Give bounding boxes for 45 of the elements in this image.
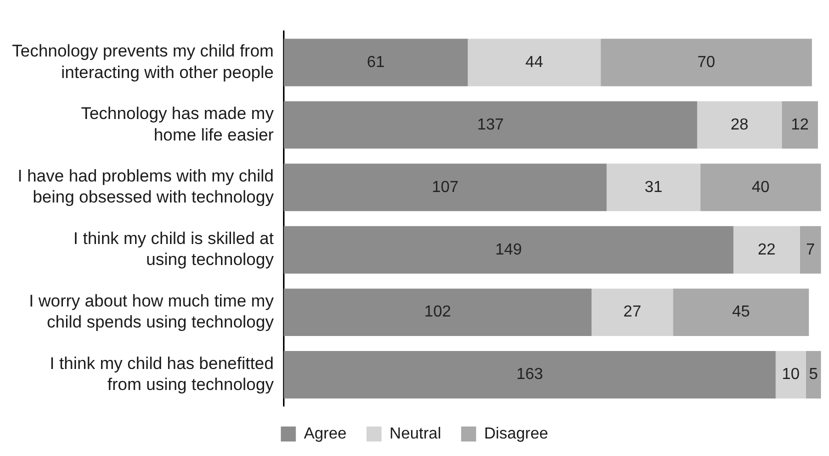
data-label: 40 — [752, 178, 770, 196]
bar — [697, 101, 782, 149]
bar — [673, 288, 809, 336]
bar — [592, 288, 674, 336]
bar — [284, 351, 776, 399]
bar — [284, 288, 592, 336]
y-tick-label: I think my child has benefitted from using technology — [50, 354, 274, 394]
data-label: 31 — [644, 178, 662, 196]
bar — [700, 164, 821, 212]
bar — [800, 226, 821, 274]
bar — [606, 164, 700, 212]
data-label: 10 — [782, 366, 800, 384]
y-tick-label: Technology has made my home life easier — [80, 104, 274, 144]
data-label: 28 — [730, 116, 748, 134]
data-label: 149 — [495, 241, 522, 258]
y-tick-label: Technology prevents my child from interacting with other people — [12, 42, 274, 82]
data-label: 12 — [790, 116, 809, 134]
bar — [284, 38, 468, 86]
y-tick-label: I have had problems with my child being obsessed with technology — [18, 166, 274, 207]
bar — [468, 38, 601, 86]
data-label: 27 — [623, 304, 642, 321]
bar — [284, 101, 698, 149]
legend-label: Agree — [304, 425, 347, 442]
y-tick-label: I think my child is skilled at using technology — [73, 228, 274, 270]
legend-label: Disagree — [484, 425, 548, 442]
bar — [733, 226, 800, 274]
bar — [782, 101, 818, 149]
bar — [600, 38, 812, 86]
bar — [284, 226, 734, 274]
data-label: 163 — [516, 366, 544, 384]
bar — [284, 164, 607, 212]
data-label: 5 — [808, 366, 818, 384]
y-tick-label: I worry about how much time my child spends using technology — [29, 291, 274, 332]
data-label: 22 — [758, 241, 776, 258]
data-label: 45 — [732, 304, 750, 321]
bar — [776, 351, 806, 399]
data-label: 102 — [424, 304, 452, 321]
data-label: 44 — [525, 54, 544, 71]
data-label: 61 — [366, 54, 385, 71]
data-label: 7 — [806, 241, 815, 258]
bar — [806, 351, 821, 399]
data-label: 137 — [477, 116, 504, 134]
data-label: 107 — [432, 178, 459, 196]
data-label: 70 — [697, 54, 716, 71]
legend-label: Neutral — [390, 425, 442, 442]
